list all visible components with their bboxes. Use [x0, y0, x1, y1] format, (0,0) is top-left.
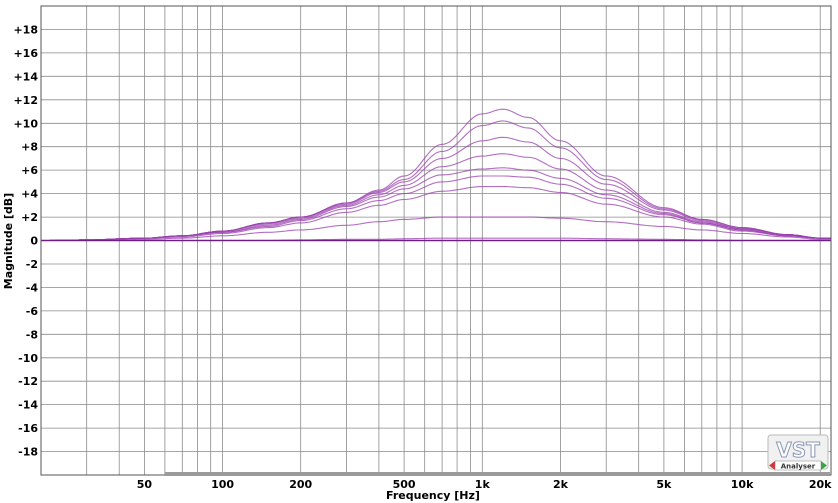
response-curve-8	[41, 216, 831, 242]
y-tick-label: -8	[26, 328, 38, 341]
x-tick-label: 100	[211, 478, 234, 491]
y-tick-label: +14	[13, 70, 38, 83]
response-curve-4	[41, 153, 831, 242]
vst-analyser-logo: VST Analyser	[767, 434, 829, 471]
y-tick-label: +16	[13, 47, 38, 60]
y-tick-labels: +18 +16 +14 +12 +10 +8 +6 +4 +2 0 -2 -4 -6 -8 -10 -12 -1…	[13, 24, 38, 459]
y-tick-label: -2	[26, 258, 38, 271]
x-tick-label: 1k	[475, 478, 491, 491]
scroll-bar[interactable]	[165, 472, 830, 476]
right-arrow-icon	[821, 461, 827, 470]
logo-subtext: Analyser	[781, 463, 816, 471]
y-tick-label: -4	[26, 281, 39, 294]
y-tick-label: -18	[18, 446, 38, 459]
x-tick-label: 200	[289, 478, 312, 491]
x-tick-label: 2k	[553, 478, 569, 491]
response-curve-6	[41, 175, 831, 242]
y-tick-label: -10	[18, 352, 38, 365]
y-tick-label: 0	[30, 235, 38, 248]
x-tick-label: 500	[393, 478, 416, 491]
y-tick-label: -6	[26, 305, 39, 318]
y-tick-label: +8	[21, 141, 38, 154]
response-curve-7	[41, 186, 831, 242]
y-tick-label: +2	[21, 211, 38, 224]
y-tick-label: +10	[13, 117, 38, 130]
y-tick-label: +12	[13, 94, 38, 107]
y-tick-label: +4	[21, 188, 38, 201]
y-tick-label: -12	[18, 375, 38, 388]
y-tick-label: -16	[18, 422, 38, 435]
x-tick-label: 50	[137, 478, 153, 491]
response-curves	[41, 108, 831, 242]
y-axis-label: Magnitude [dB]	[2, 193, 15, 289]
x-tick-label: 5k	[656, 478, 672, 491]
x-axis-label: Frequency [Hz]	[386, 489, 480, 502]
y-tick-label: +18	[13, 24, 38, 37]
response-curve-5	[41, 167, 831, 242]
left-arrow-icon	[769, 461, 775, 470]
y-tick-label: -14	[18, 399, 38, 412]
x-tick-labels: 50 100 200 500 1k 2k 5k 10k 20k	[137, 478, 832, 491]
x-tick-label: 20k	[809, 478, 832, 491]
logo-text: VST	[776, 438, 820, 462]
y-tick-label: +6	[21, 164, 38, 177]
x-tick-label: 10k	[731, 478, 754, 491]
